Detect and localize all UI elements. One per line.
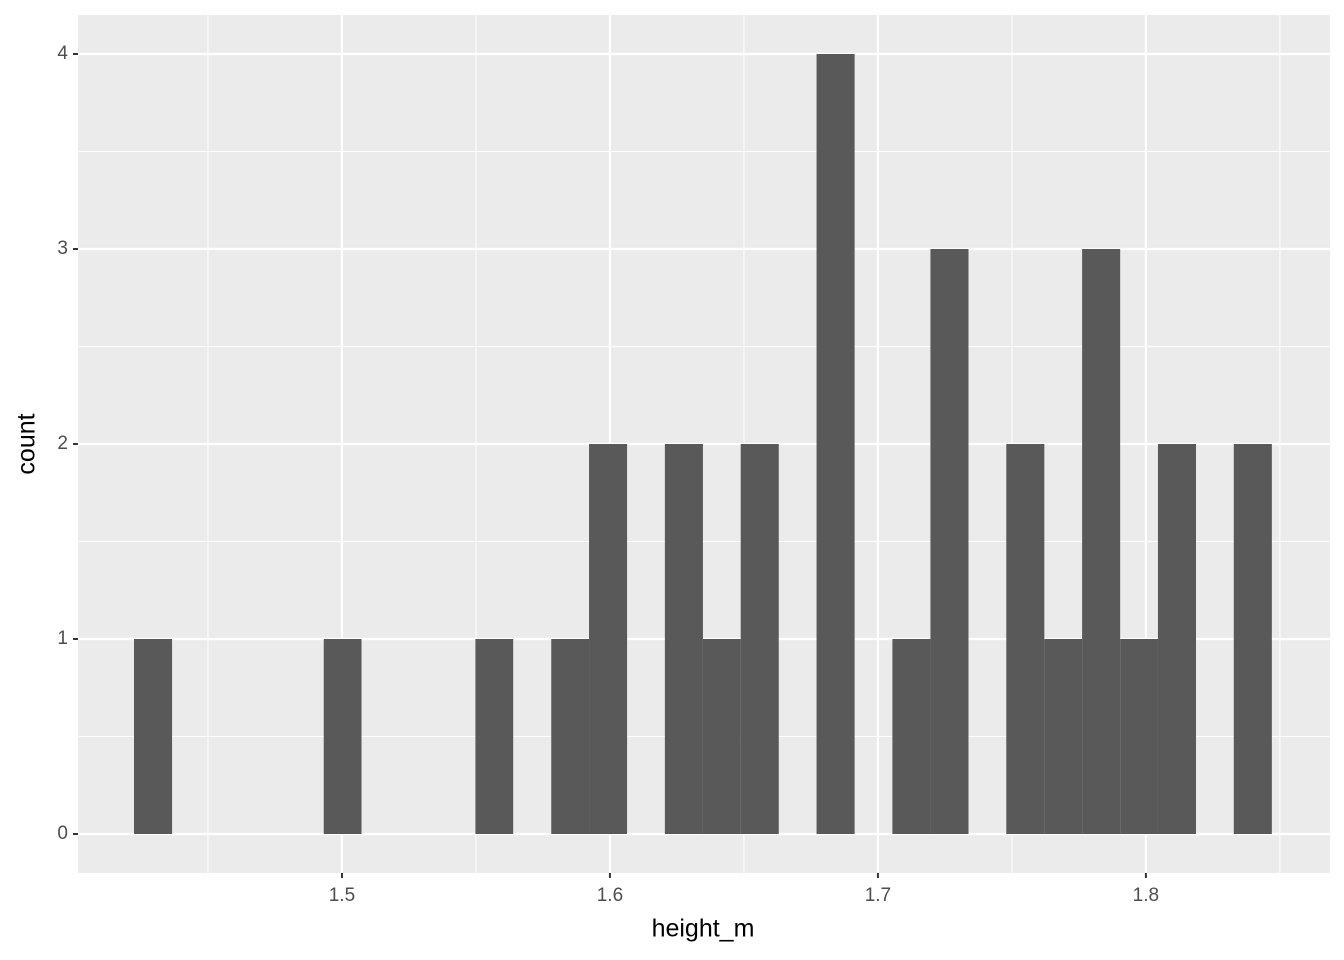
x-axis-title: height_m xyxy=(652,915,755,943)
bar xyxy=(134,639,173,834)
bar xyxy=(740,444,779,834)
y-axis-title: count xyxy=(13,413,41,474)
bar xyxy=(551,639,590,834)
y-tick-label: 2 xyxy=(57,433,68,454)
bar xyxy=(1157,444,1197,834)
x-tick-label: 1.8 xyxy=(1133,885,1159,906)
y-tick-label: 0 xyxy=(57,823,68,844)
y-tick-label: 4 xyxy=(57,43,68,64)
bar xyxy=(1044,639,1083,834)
bar xyxy=(1082,249,1121,834)
bar xyxy=(892,639,931,834)
bar xyxy=(589,444,628,834)
y-tick-label: 1 xyxy=(57,628,68,649)
x-tick-label: 1.7 xyxy=(865,885,891,906)
bar xyxy=(323,639,362,834)
y-tick-label: 3 xyxy=(57,238,68,259)
bar xyxy=(930,249,969,834)
bar xyxy=(1233,444,1272,834)
bar xyxy=(702,639,741,834)
x-tick-label: 1.6 xyxy=(597,885,623,906)
bar xyxy=(475,639,514,834)
bar xyxy=(816,54,855,834)
bar xyxy=(1120,639,1158,834)
bar xyxy=(1006,444,1045,834)
bar xyxy=(664,444,703,834)
x-tick-label: 1.5 xyxy=(329,885,355,906)
